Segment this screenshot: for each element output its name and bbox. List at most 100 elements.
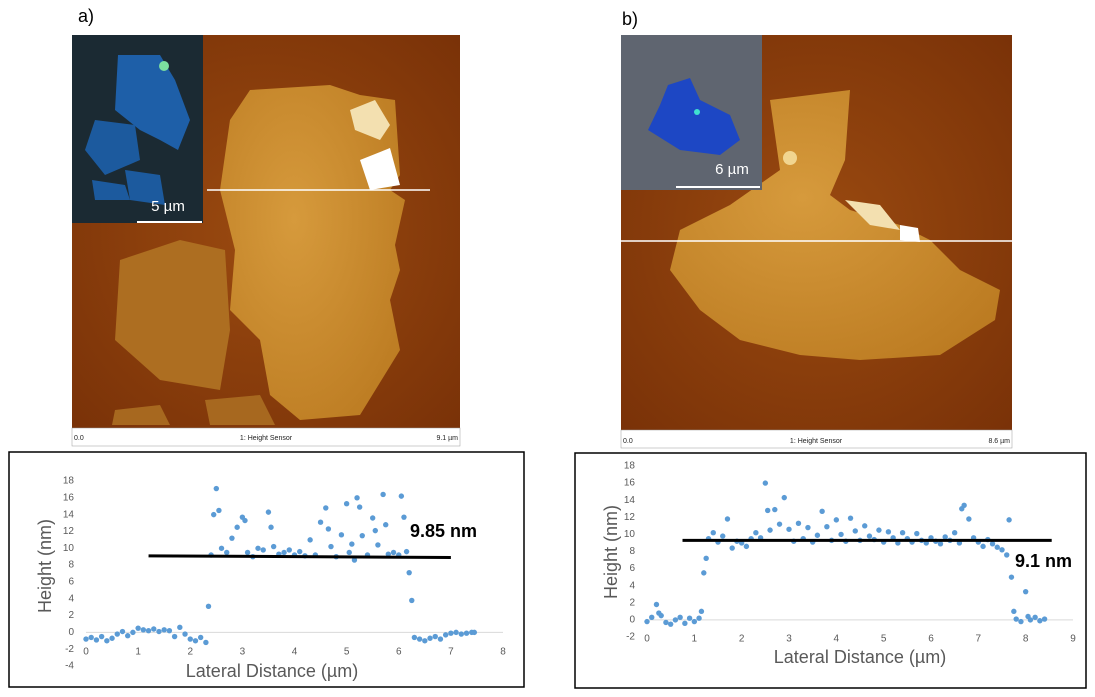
- data-point: [682, 620, 688, 627]
- data-point: [961, 502, 967, 509]
- x-tick-label: 1: [692, 634, 698, 645]
- data-point: [130, 629, 136, 636]
- data-point: [951, 529, 958, 536]
- y-tick-label: 8: [68, 560, 74, 571]
- data-point: [114, 631, 120, 637]
- data-point: [710, 529, 716, 536]
- data-point: [286, 547, 292, 553]
- scan-title: 1: Height Sensor: [240, 435, 293, 442]
- data-point: [1032, 614, 1038, 621]
- data-point: [696, 615, 702, 621]
- y-axis-title: Height (nm): [601, 505, 621, 599]
- x-tick-label: 5: [881, 634, 887, 645]
- data-point: [242, 517, 248, 524]
- y-tick-label: -4: [65, 661, 74, 672]
- chart-frame: [574, 452, 1087, 689]
- data-point: [328, 543, 334, 550]
- data-point: [795, 520, 802, 526]
- data-point: [270, 543, 277, 550]
- data-point: [677, 614, 683, 621]
- afm-image-b: [620, 35, 1013, 449]
- data-point: [349, 541, 355, 547]
- y-tick-label: 2: [68, 610, 74, 621]
- data-point: [442, 632, 449, 638]
- data-point: [192, 638, 199, 644]
- data-point: [166, 627, 173, 634]
- data-point: [98, 633, 105, 640]
- data-point: [307, 537, 313, 543]
- data-point: [814, 532, 821, 538]
- data-point: [833, 517, 840, 523]
- data-point: [663, 619, 669, 626]
- data-point: [649, 614, 655, 621]
- data-point: [351, 557, 358, 563]
- y-tick-label: 2: [629, 597, 635, 608]
- data-point: [432, 633, 438, 640]
- annotation: 9.1 nm: [1015, 551, 1072, 571]
- data-point: [1013, 616, 1019, 622]
- data-point: [205, 603, 212, 609]
- data-point: [1018, 618, 1024, 625]
- y-tick-label: 10: [63, 543, 75, 554]
- data-point: [354, 495, 360, 501]
- data-point: [197, 634, 204, 641]
- y-tick-label: 4: [629, 580, 635, 591]
- data-point: [847, 515, 854, 521]
- data-point: [151, 626, 157, 632]
- data-point: [885, 529, 892, 535]
- x-tick-label: 2: [187, 647, 193, 658]
- data-point: [140, 627, 147, 633]
- scan-start: 0.0: [74, 435, 84, 442]
- data-point: [698, 608, 705, 615]
- data-point: [234, 524, 240, 530]
- data-point: [281, 549, 287, 556]
- data-point: [1004, 552, 1010, 558]
- x-tick-label: 3: [240, 647, 246, 658]
- data-point: [83, 636, 89, 642]
- data-point: [866, 533, 873, 539]
- data-point: [317, 519, 324, 525]
- data-point: [980, 543, 986, 550]
- data-point: [914, 530, 920, 537]
- x-tick-label: 2: [739, 634, 745, 645]
- data-point: [471, 629, 478, 636]
- data-point: [88, 634, 94, 641]
- data-point: [216, 507, 222, 514]
- data-point: [403, 548, 410, 555]
- x-tick-label: 1: [135, 647, 141, 658]
- data-point: [463, 630, 470, 636]
- data-point: [422, 638, 428, 644]
- y-tick-label: 0: [68, 627, 74, 638]
- data-point: [338, 532, 345, 538]
- data-point: [994, 544, 1000, 550]
- data-point: [156, 628, 162, 635]
- data-point: [406, 569, 412, 576]
- data-point: [229, 535, 235, 541]
- data-point: [776, 521, 783, 527]
- data-point: [942, 534, 948, 540]
- x-tick-label: 6: [396, 647, 402, 658]
- data-point: [177, 624, 183, 631]
- data-point: [409, 597, 415, 604]
- scale-bar-label: 6 µm: [715, 161, 749, 178]
- data-point: [375, 542, 381, 548]
- data-point: [161, 627, 167, 633]
- data-point: [297, 548, 303, 555]
- data-point: [1022, 588, 1029, 595]
- scan-end: 8.6 µm: [988, 438, 1010, 445]
- panel-label: a): [78, 6, 94, 26]
- y-tick-label: 8: [629, 546, 635, 557]
- data-point: [213, 485, 220, 492]
- data-point: [672, 617, 679, 623]
- data-point: [691, 618, 698, 625]
- data-point: [125, 633, 131, 639]
- data-point: [653, 601, 660, 608]
- x-axis-title: Lateral Distance (µm): [186, 661, 358, 681]
- scale-bar-label: 5 µm: [151, 198, 185, 215]
- data-point: [772, 506, 778, 513]
- y-tick-label: 18: [63, 476, 75, 487]
- data-point: [720, 533, 726, 539]
- x-tick-label: 3: [786, 634, 792, 645]
- data-point: [999, 547, 1005, 553]
